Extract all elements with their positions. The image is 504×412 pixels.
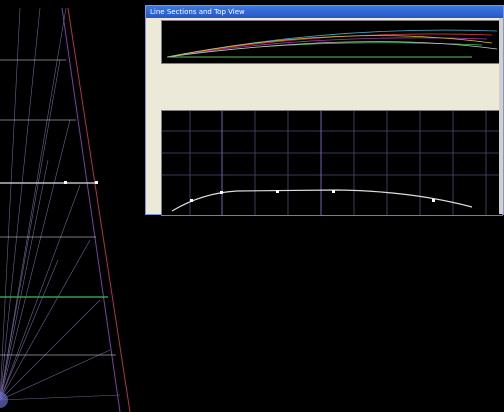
line-sections-window: Line Sections and Top View	[145, 5, 504, 216]
section-grid	[162, 111, 502, 215]
window-title: Line Sections and Top View	[150, 8, 245, 16]
window-right-edge	[499, 18, 503, 214]
top-view-curves	[166, 29, 498, 58]
window-titlebar[interactable]: Line Sections and Top View	[146, 6, 503, 18]
line-section-pane[interactable]	[161, 110, 503, 216]
window-left-strip	[146, 18, 161, 214]
top-view-pane[interactable]	[161, 20, 503, 64]
